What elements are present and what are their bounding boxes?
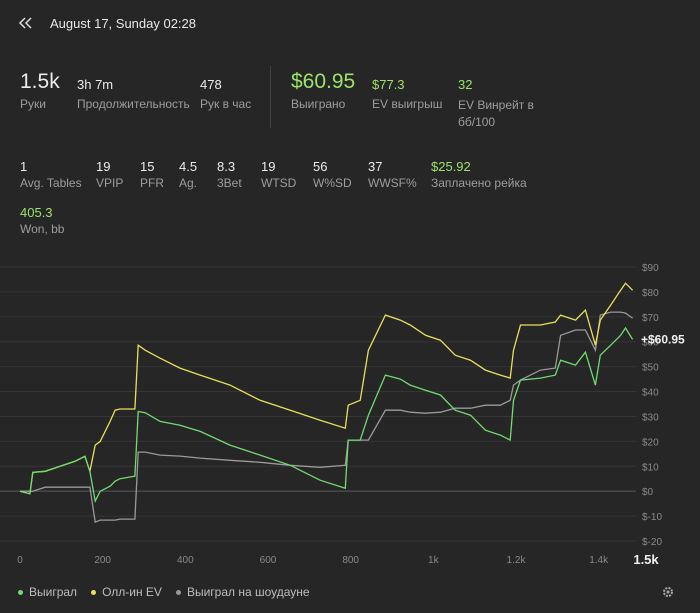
stat-value: $77.3: [372, 77, 405, 92]
detail-label: WWSF%: [368, 176, 417, 190]
x-tick-label: 1.2k: [507, 555, 527, 566]
detail-label: W%SD: [313, 176, 352, 190]
y-tick-label: $30: [642, 412, 659, 423]
detail-label: PFR: [140, 176, 164, 190]
y-tick-label: $-10: [642, 512, 662, 523]
detail-label: VPIP: [96, 176, 124, 190]
legend-swatch: [91, 590, 97, 596]
stat-value: $60.95: [291, 70, 356, 93]
detail-label: Ag.: [179, 176, 198, 190]
x-tick-label: 1.5k: [633, 552, 659, 567]
x-tick-label: 400: [177, 555, 194, 566]
series-line: [19, 282, 634, 495]
y-tick-label: $10: [642, 462, 659, 473]
detail-value: 405.3: [20, 205, 53, 220]
x-tick-label: 600: [260, 555, 277, 566]
detail-value: $25.92: [431, 159, 471, 174]
detail-value: 37: [368, 159, 383, 174]
y-tick-label: $70: [642, 313, 659, 324]
end-label: +$60.95: [641, 332, 685, 346]
y-tick-label: $60: [642, 338, 659, 349]
detail-value: 4.5: [179, 159, 198, 174]
header-title: August 17, Sunday 02:28: [50, 16, 197, 31]
detail-label: 3Bet: [217, 176, 242, 190]
legend-item: Выиграл на шоудауне: [175, 585, 310, 599]
detail-label: Заплачено рейка: [431, 176, 527, 190]
detail-value: 19: [261, 159, 276, 174]
detail-label: WTSD: [261, 176, 297, 190]
y-tick-label: $50: [642, 363, 659, 374]
legend: Выиграл Олл-ин EV Выиграл на шоудауне: [18, 585, 310, 599]
stat-label: Руки: [20, 97, 46, 111]
legend-label: Олл-ин EV: [102, 585, 162, 599]
legend-item: Выиграл: [18, 585, 77, 599]
back-button[interactable]: [18, 16, 34, 30]
y-tick-label: $90: [642, 263, 659, 274]
legend-label: Выиграл на шоудауне: [186, 585, 310, 599]
legend-item: Олл-ин EV: [91, 585, 162, 599]
stat-label: Рук в час: [200, 97, 252, 111]
detail-value: 8.3: [217, 159, 236, 174]
series-line: [19, 326, 634, 504]
detail-label: Avg. Tables: [20, 176, 82, 190]
stat-value: 3h 7m: [77, 77, 114, 92]
settings-icon[interactable]: [661, 585, 675, 599]
detail-value: 15: [140, 159, 155, 174]
x-tick-label: 1k: [428, 555, 440, 566]
legend-label: Выиграл: [29, 585, 78, 599]
y-tick-label: $0: [642, 487, 654, 498]
stat-value: 32: [458, 77, 473, 92]
x-tick-label: 0: [17, 555, 23, 566]
stat-value: 478: [200, 77, 222, 92]
y-tick-label: $20: [642, 437, 659, 448]
stat-label: Продолжительность: [77, 97, 190, 111]
y-tick-label: $80: [642, 288, 659, 299]
detail-label: Won, bb: [20, 222, 65, 236]
x-tick-label: 1.4k: [589, 555, 609, 566]
stat-label: EV выигрыш: [372, 97, 443, 111]
y-tick-label: $-20: [642, 537, 662, 548]
detail-value: 56: [313, 159, 328, 174]
legend-swatch: [18, 590, 23, 596]
x-tick-label: 200: [94, 555, 111, 566]
legend-swatch: [175, 590, 181, 596]
x-tick-label: 800: [342, 555, 359, 566]
detail-value: 1: [20, 159, 28, 174]
y-tick-label: $40: [642, 388, 659, 399]
separator: [270, 66, 271, 128]
stat-value: 1.5k: [20, 70, 60, 93]
stat-label: Выиграно: [291, 97, 346, 111]
detail-value: 19: [96, 159, 111, 174]
stat-label: EV Винрейт в бб/100: [458, 98, 534, 129]
chart: $-20 $-10 $0 $10 $20 $30 $40 $50 $60 $70 $80 $90 0 20…: [0, 263, 685, 567]
